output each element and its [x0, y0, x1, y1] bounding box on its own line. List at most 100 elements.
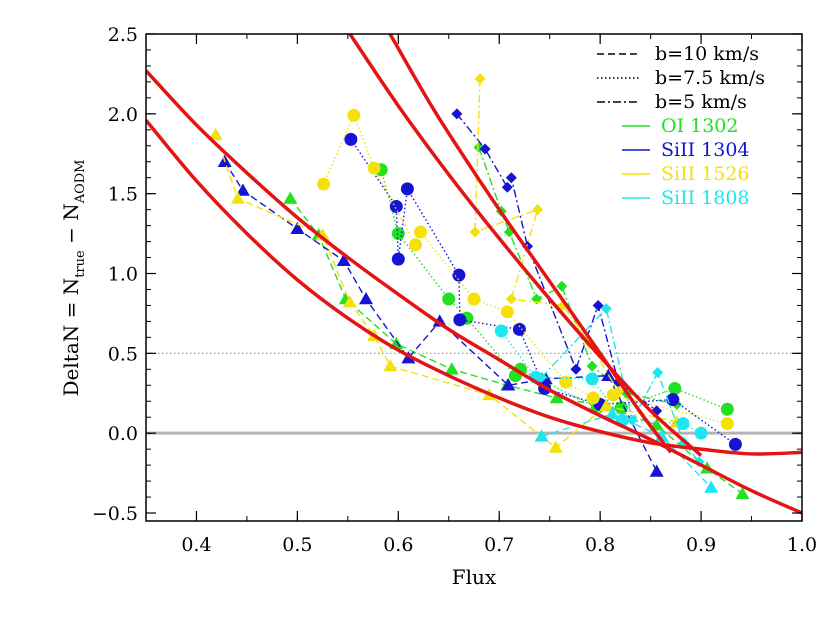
data-point: [500, 305, 514, 319]
data-point: [414, 225, 428, 239]
data-point: [531, 293, 543, 305]
series-line-4: [350, 139, 736, 445]
data-point: [600, 303, 612, 315]
data-point: [704, 480, 719, 493]
data-point: [367, 161, 381, 175]
data-point: [532, 204, 544, 216]
x-tick-label: 0.7: [484, 534, 514, 556]
data-point: [391, 252, 405, 266]
data-point: [453, 313, 467, 327]
data-point: [505, 172, 517, 184]
data-point: [469, 226, 481, 238]
data-point: [586, 360, 598, 372]
data-point: [570, 363, 582, 375]
data-point: [336, 253, 351, 266]
data-point: [342, 295, 357, 308]
x-tick-label: 0.6: [383, 534, 413, 556]
data-point: [599, 399, 614, 412]
legend-species-label: OI 1302: [661, 115, 738, 137]
data-point: [283, 191, 298, 204]
legend-label: b=5 km/s: [655, 91, 747, 113]
data-point: [474, 73, 486, 85]
fit-curve-3: [388, 34, 673, 454]
series-line-5: [456, 113, 658, 412]
data-point: [359, 292, 374, 305]
y-tick-label: 0.5: [108, 343, 138, 365]
series-line-7: [322, 113, 728, 425]
y-axis-label-mid: − N: [59, 203, 83, 250]
legend-species-label: SiII 1526: [661, 163, 750, 185]
legend-label: b=7.5 km/s: [655, 67, 765, 89]
data-point: [626, 414, 638, 426]
data-point: [501, 181, 513, 193]
data-point: [317, 177, 331, 191]
data-point: [605, 407, 620, 420]
data-point: [452, 268, 466, 282]
data-point: [432, 314, 447, 327]
x-axis-label: Flux: [452, 565, 497, 589]
data-point: [586, 391, 600, 405]
data-point: [442, 292, 456, 306]
data-point: [556, 280, 568, 292]
data-point: [290, 221, 305, 235]
data-point: [728, 437, 742, 451]
y-axis-label: DeltaN = Ntrue − NAODM: [59, 160, 88, 397]
data-point: [668, 381, 682, 395]
data-point: [649, 464, 664, 477]
data-point: [383, 359, 398, 372]
data-point: [444, 362, 459, 375]
data-point: [694, 426, 708, 440]
x-tick-label: 0.8: [585, 534, 615, 556]
data-point: [494, 324, 508, 338]
data-point: [549, 391, 564, 404]
data-point: [735, 486, 750, 500]
fit-curve-2: [347, 34, 703, 457]
data-point: [347, 108, 361, 122]
data-point: [536, 371, 548, 383]
series-line-10: [500, 330, 702, 434]
data-point: [592, 299, 604, 311]
data-point: [652, 367, 664, 379]
y-tick-label: 2.0: [108, 104, 138, 126]
plot-frame: [145, 33, 803, 522]
data-point: [400, 182, 414, 196]
data-point: [534, 429, 549, 442]
x-tick-label: 0.4: [181, 534, 211, 556]
data-point: [479, 143, 491, 155]
legend-species-label: SiII 1808: [661, 187, 750, 209]
y-tick-label: 1.0: [108, 264, 138, 286]
legend-label: b=10 km/s: [655, 43, 759, 65]
data-point: [389, 199, 403, 213]
data-point: [235, 183, 250, 196]
data-point: [208, 127, 223, 140]
data-point: [344, 132, 358, 146]
x-tick-label: 0.5: [282, 534, 312, 556]
data-point: [408, 238, 422, 252]
series-line-1: [380, 169, 728, 410]
y-tick-label: 0.0: [108, 423, 138, 445]
data-point: [230, 191, 245, 204]
legend-species-label: SiII 1304: [661, 139, 750, 161]
data-point: [505, 293, 517, 305]
data-point: [512, 322, 526, 336]
data-point: [501, 378, 516, 391]
data-point: [720, 402, 734, 416]
x-tick-label: 1.0: [787, 534, 817, 556]
y-tick-label: 2.5: [108, 24, 138, 46]
y-tick-label: −0.5: [92, 503, 138, 525]
data-point: [451, 108, 463, 120]
y-axis-label-prefix: DeltaN = N: [59, 278, 83, 397]
data-point: [548, 440, 563, 453]
data-point: [614, 401, 628, 415]
x-tick-label: 0.9: [686, 534, 716, 556]
y-axis-label-sub-aodm: AODM: [73, 160, 88, 205]
data-point: [612, 386, 624, 398]
data-point: [676, 417, 690, 431]
data-point: [467, 292, 481, 306]
data-point: [559, 375, 573, 389]
data-point: [720, 417, 734, 431]
data-point: [585, 372, 599, 386]
y-tick-label: 1.5: [108, 184, 138, 206]
